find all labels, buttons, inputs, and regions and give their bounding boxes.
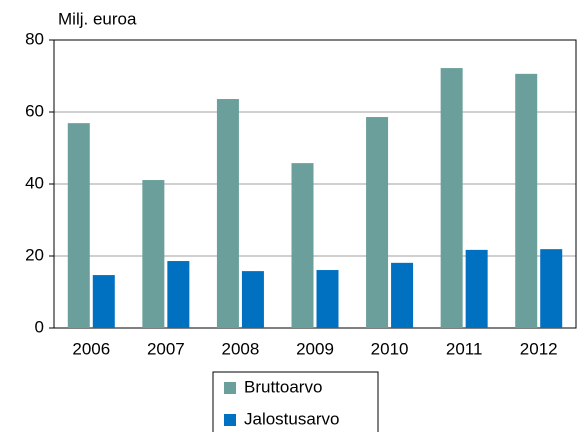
bar [540, 249, 563, 328]
x-tick-label: 2011 [446, 339, 483, 358]
x-tick-label: 2012 [520, 339, 558, 358]
x-tick-label: 2009 [296, 339, 334, 358]
x-tick-label: 2007 [147, 339, 185, 358]
y-tick-label: 60 [25, 101, 44, 120]
bar [316, 270, 339, 328]
bar [291, 163, 314, 328]
bar [440, 68, 463, 328]
y-tick-label: 20 [25, 245, 44, 264]
y-tick-label: 0 [35, 317, 44, 336]
bar [366, 117, 389, 328]
bar [465, 249, 488, 328]
bar [67, 123, 90, 328]
bar [241, 271, 264, 328]
bar [92, 275, 115, 328]
bar [142, 180, 165, 328]
x-tick-label: 2008 [222, 339, 260, 358]
bar [515, 73, 538, 328]
legend-swatch [224, 382, 236, 394]
legend-box [212, 371, 379, 432]
bar [216, 99, 239, 328]
y-tick-label: 80 [25, 29, 44, 48]
legend-swatch [224, 414, 236, 426]
plot-frame [53, 39, 577, 329]
bar [391, 262, 414, 328]
x-tick-label: 2010 [371, 339, 409, 358]
y-tick-label: 40 [25, 173, 44, 192]
legend-label: Bruttoarvo [244, 377, 322, 396]
legend-label: Jalostusarvo [244, 409, 339, 428]
x-tick-label: 2006 [72, 339, 110, 358]
y-axis-label: Milj. euroa [58, 9, 137, 28]
bar [167, 261, 190, 328]
